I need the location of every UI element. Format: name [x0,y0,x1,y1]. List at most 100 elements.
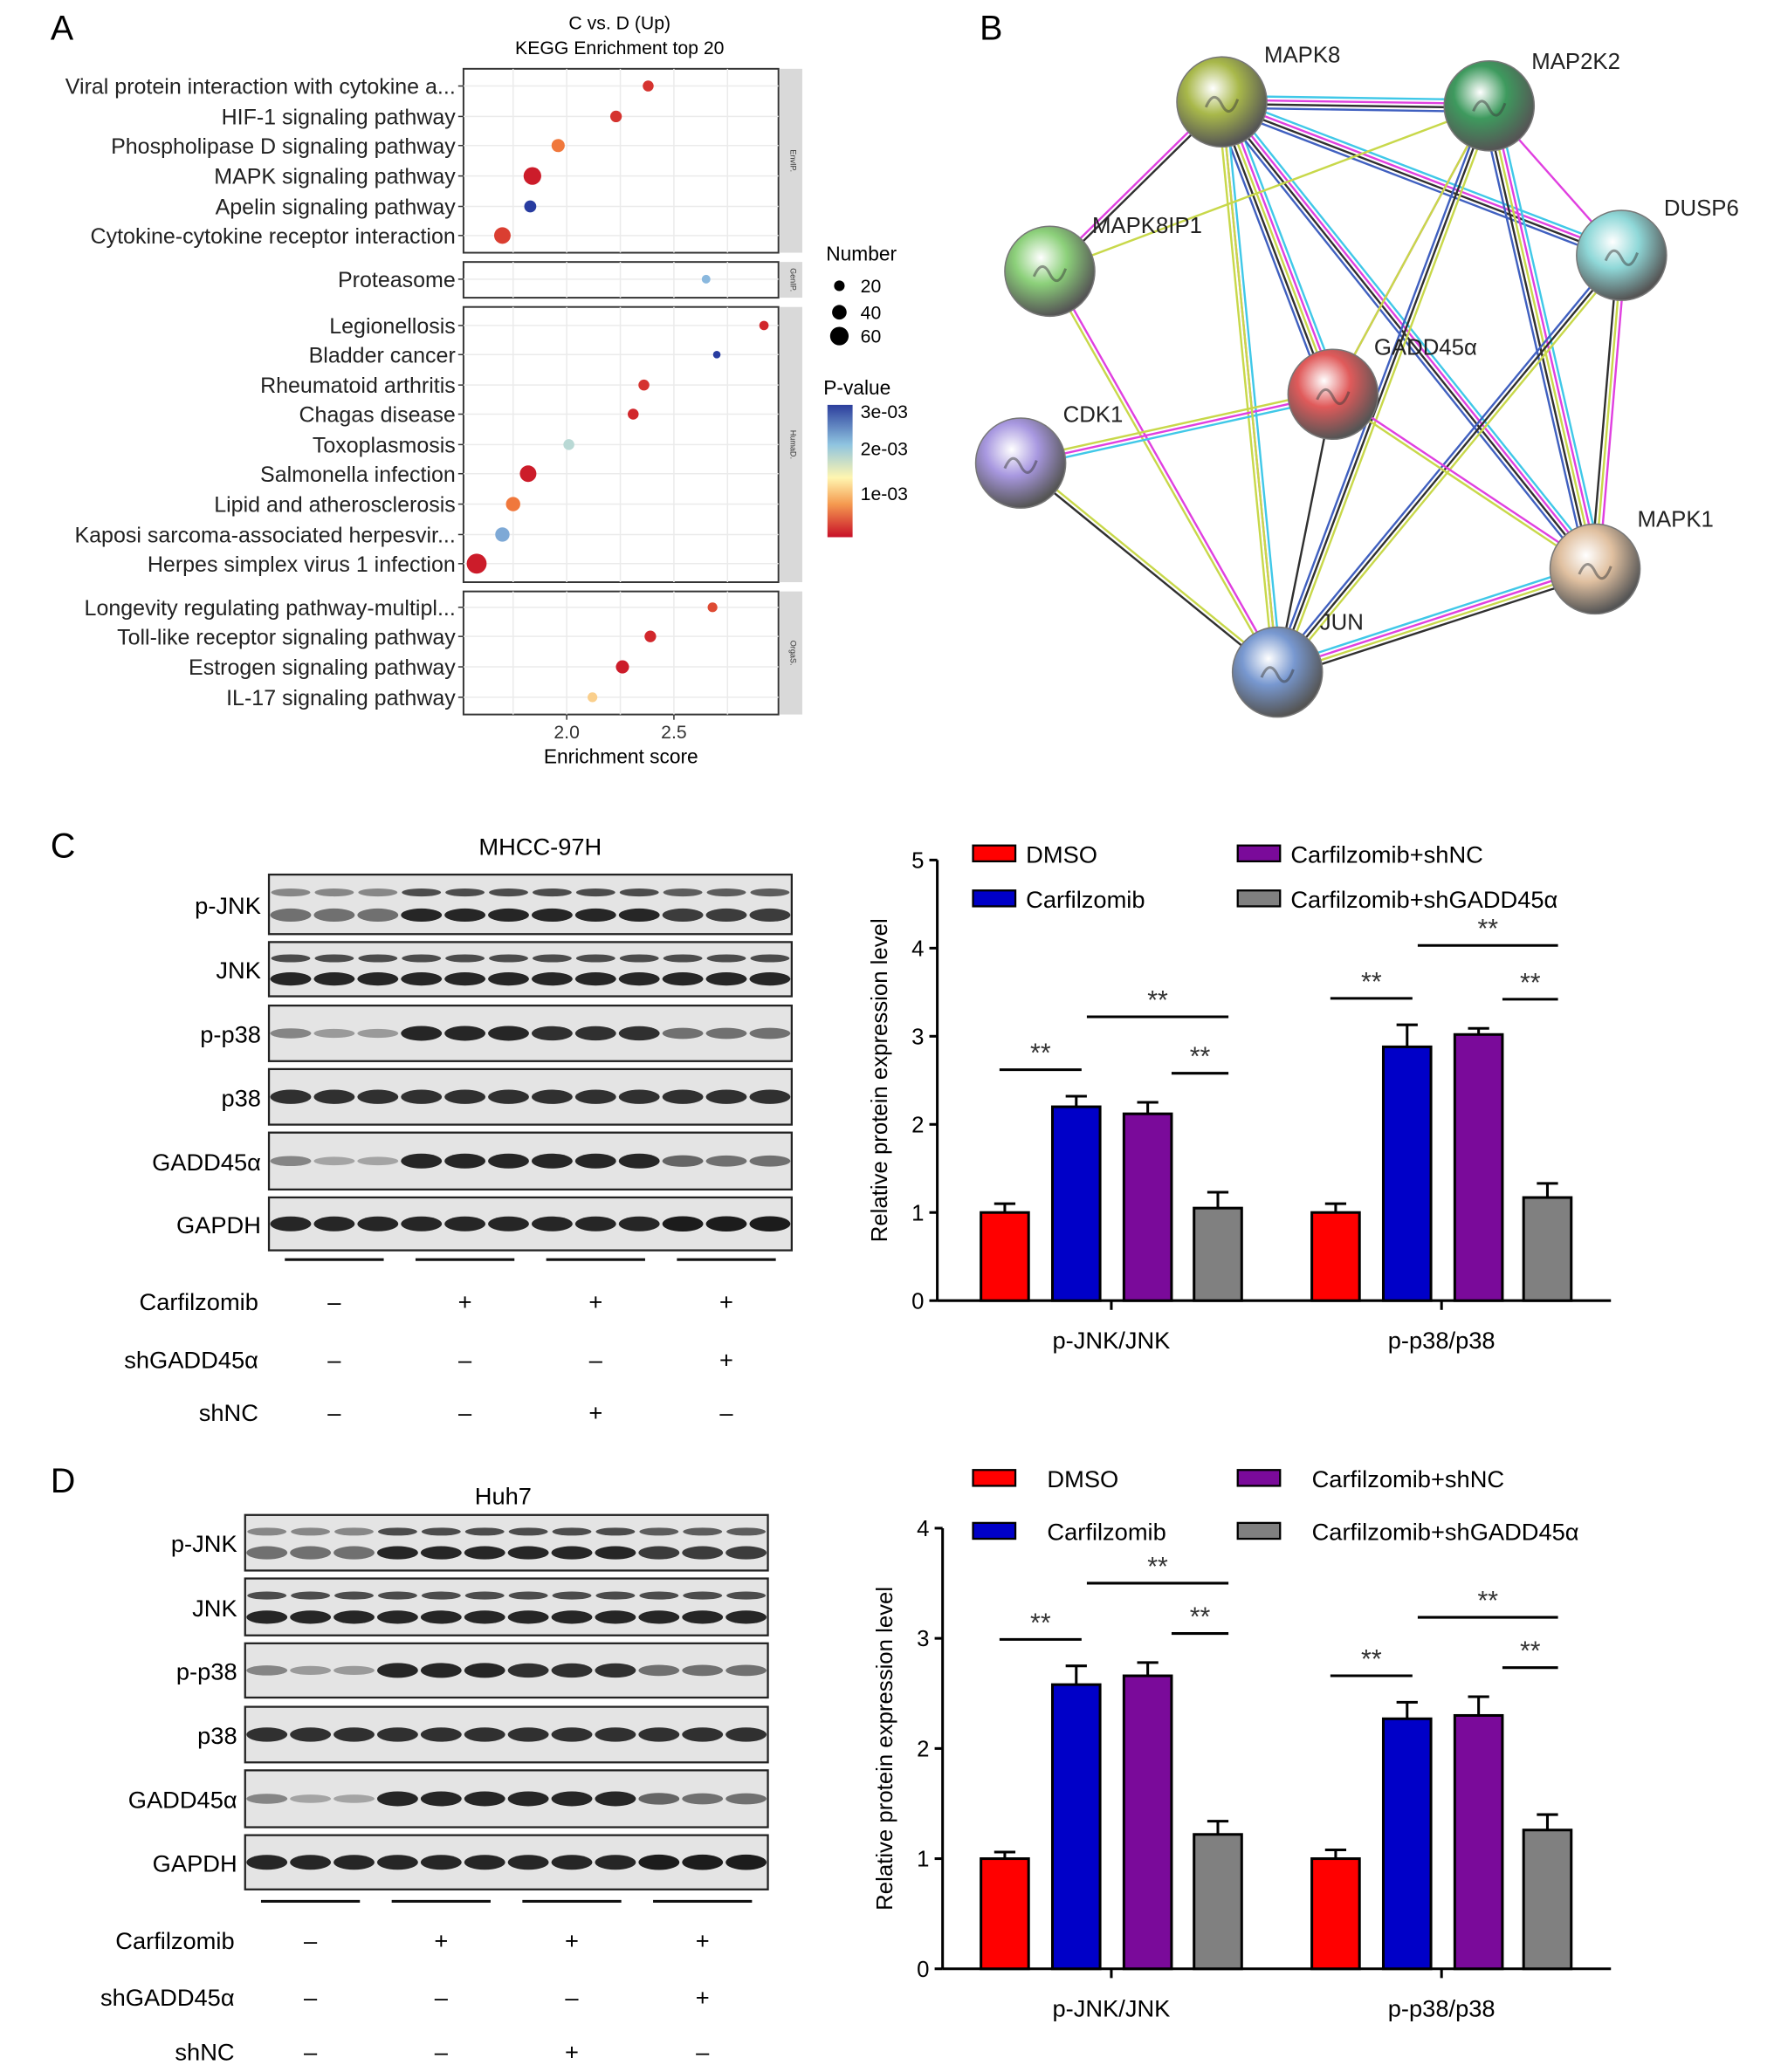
blot-band [638,1727,680,1742]
network-edge [1223,95,1625,251]
dot-point [563,439,574,450]
legend-label: Carfilzomib+shGADD45α [1312,1519,1579,1546]
network-edge [1020,393,1334,464]
blot-band [749,972,791,986]
blot-band [420,1546,462,1560]
blot-band [638,1546,680,1560]
blot-band [488,908,529,923]
blot-strip [267,1004,793,1062]
blot-band [552,1591,592,1600]
blot-band [358,888,398,897]
blot-band [662,972,704,986]
dot-point [759,320,769,331]
blot-band [247,1527,287,1536]
blot-band [574,1089,616,1104]
blot-band [749,1027,791,1039]
term-label: Toll-like receptor signaling pathway [117,625,456,649]
bar-chart-c: 0 1 2 3 4 5 Relative protein expression level p… [868,840,1612,1354]
size-legend-label: 60 [861,327,882,347]
blot-band [333,1855,375,1870]
y-tick-label: 0 [911,1289,924,1314]
treatment-sign: – [589,1347,603,1374]
treatment-sign: – [458,1399,472,1426]
network-edge [1021,460,1280,672]
blot-band [574,1153,616,1169]
blot-band [290,1855,332,1870]
term-label: Bladder cancer [309,343,456,367]
blot-band [595,1791,636,1807]
treatment-label: shGADD45α [100,1984,235,2011]
blot-strip [244,1769,769,1828]
blot-band [531,1026,573,1041]
network-edge [1480,107,1589,572]
blot-band [595,1610,636,1624]
size-legend-dot [832,305,847,320]
blot-band [488,1153,529,1169]
dot-point [644,630,657,642]
blot-band [725,1854,767,1870]
term-label: Lipid and atherosclerosis [214,493,456,518]
treatment-sign: – [327,1399,341,1426]
blot-band [662,908,704,923]
blot-band [402,888,442,897]
blot-strip [244,1577,769,1636]
blot-row-label: JNK [192,1595,237,1622]
bar [980,1857,1030,1971]
bar [1453,1713,1504,1971]
blot-band [376,1855,418,1870]
blot-band [464,1591,505,1600]
network-edge [1276,394,1335,673]
blot-band [531,972,573,986]
blot-band [421,1591,461,1600]
bar [1381,1717,1433,1971]
treatment-sign: – [304,1984,318,2011]
blot-row-label: p38 [197,1722,237,1749]
size-legend-dot [829,326,849,346]
y-tick-label: 5 [911,848,924,873]
blot-band [662,1089,704,1104]
bar [1050,1105,1102,1302]
blot-band [444,1089,486,1104]
bar [1193,1206,1243,1302]
facet-strip [780,591,802,715]
bar-chart-d: 0 1 2 3 4 Relative protein expression level p-… [873,1465,1612,2021]
network-node-label: GADD45α [1374,335,1477,360]
network-edge [1275,562,1594,668]
term-label: IL-17 signaling pathway [226,686,456,710]
significance-label: ** [1477,1587,1498,1616]
x-tick-label: p-p38/p38 [1388,1327,1496,1354]
bar [1310,1211,1361,1302]
blot-band [531,1216,573,1232]
blot-band [725,1546,767,1560]
blot-band [507,1546,549,1560]
blot-band [531,908,573,923]
network-edge [1492,104,1600,569]
blot-band [663,954,703,963]
network-node-label: MAP2K2 [1531,50,1620,74]
term-label: Longevity regulating pathway-multipl... [85,596,456,621]
network-edge [1225,97,1601,566]
network-edge [1221,99,1623,255]
treatment-label: shNC [199,1399,258,1426]
blot-band [358,954,398,963]
blot-band [618,972,660,986]
legend-label: Carfilzomib [1026,886,1145,913]
blot-band [619,888,659,897]
blot-band [314,954,354,963]
legend-swatch [972,1469,1017,1487]
blot-band [639,1527,679,1536]
treatment-sign: – [304,1927,318,1954]
blot-band [551,1791,593,1807]
network-edge [1330,395,1595,572]
blot-band [531,1153,573,1169]
blot-band [464,1791,505,1807]
significance-label: ** [1361,968,1382,997]
significance-label: ** [1030,1039,1051,1068]
bar [1122,1674,1173,1971]
blot-band [682,1664,724,1677]
blot-band [750,888,790,897]
blot-band [551,1610,593,1624]
significance-label: ** [1477,915,1498,943]
blot-band [726,1527,767,1536]
x-tick-label: p-p38/p38 [1388,1994,1496,2021]
